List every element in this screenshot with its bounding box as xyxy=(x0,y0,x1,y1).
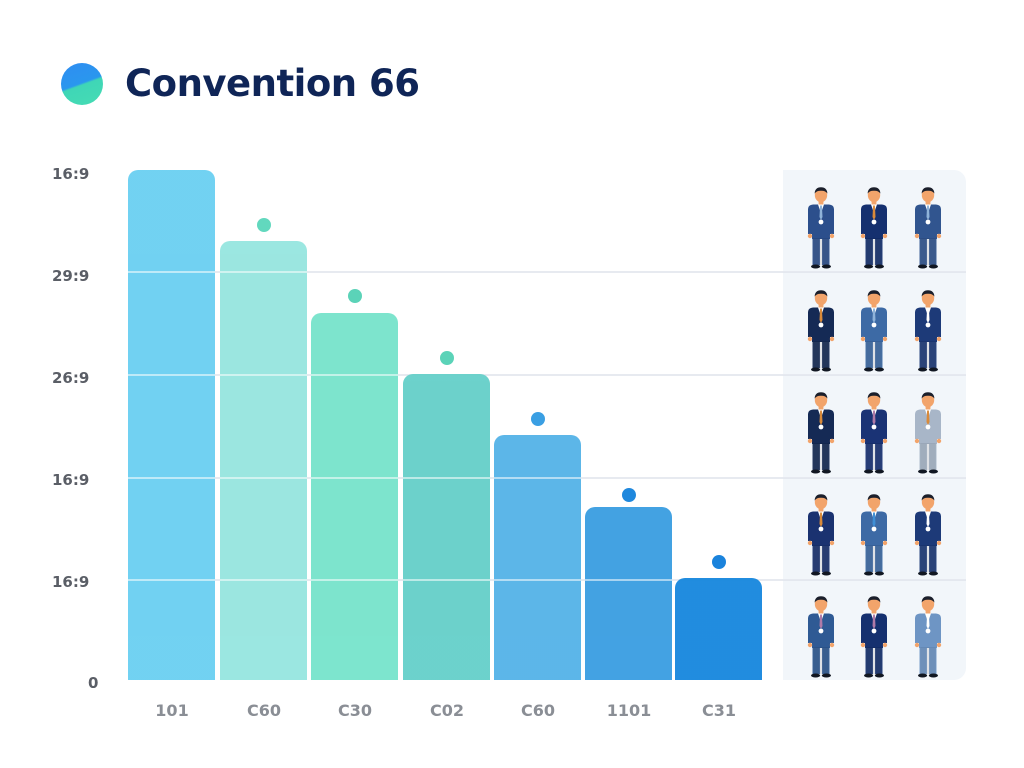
marker-dot[interactable] xyxy=(256,218,271,232)
attendee-icon xyxy=(857,391,891,475)
attendee-icon xyxy=(804,493,838,577)
bar-gridline xyxy=(128,374,215,376)
bar-c30[interactable] xyxy=(311,312,398,680)
bar-gridline xyxy=(494,578,581,581)
gridline xyxy=(128,271,966,273)
bar-gridline xyxy=(220,270,307,273)
attendee-icon xyxy=(911,391,945,475)
bar-gridline xyxy=(220,476,307,479)
marker-dot[interactable] xyxy=(530,411,545,426)
x-tick-label: 1101 xyxy=(606,701,652,720)
bar-gridline xyxy=(128,579,215,581)
y-tick-label: 26:9 xyxy=(52,369,90,387)
y-tick-label: 16:9 xyxy=(52,471,90,489)
attendee-icon xyxy=(804,289,838,373)
y-tick-label: 16:9 xyxy=(52,573,90,591)
y-tick-label: 0 xyxy=(88,674,99,692)
bar-gridline xyxy=(311,476,398,479)
logo-icon xyxy=(61,63,103,105)
y-tick-label: 29:9 xyxy=(52,267,90,285)
attendee-icon xyxy=(857,493,891,577)
attendee-icon xyxy=(911,595,945,679)
marker-dot[interactable] xyxy=(711,554,726,569)
attendee-icon xyxy=(911,289,945,373)
x-tick-label: C30 xyxy=(337,701,372,720)
attendee-icon xyxy=(804,391,838,475)
attendee-icon xyxy=(857,595,891,679)
bar-gridline xyxy=(128,477,215,479)
x-tick-label: 101 xyxy=(155,701,189,720)
bar-gridline xyxy=(585,578,672,581)
marker-dot[interactable] xyxy=(621,488,636,503)
bar-gridline xyxy=(311,578,398,581)
bar-gridline xyxy=(311,373,398,376)
bar-gridline xyxy=(220,373,307,376)
page-title: Convention 66 xyxy=(125,62,420,105)
x-tick-label: C02 xyxy=(429,701,464,720)
bar-101[interactable] xyxy=(128,170,215,680)
attendee-icon xyxy=(804,186,838,270)
bar-gridline xyxy=(494,476,581,479)
attendee-icon xyxy=(857,289,891,373)
bar-c60[interactable] xyxy=(494,435,581,680)
marker-dot[interactable] xyxy=(347,289,362,304)
attendee-icon xyxy=(857,186,891,270)
x-tick-label: C31 xyxy=(701,701,736,720)
attendee-icon xyxy=(911,493,945,577)
bar-c60[interactable] xyxy=(220,241,307,680)
x-tick-label: C60 xyxy=(246,701,281,720)
bar-gridline xyxy=(403,579,490,581)
bar-gridline xyxy=(220,578,307,581)
bar-c31[interactable] xyxy=(675,578,762,680)
bar-c02[interactable] xyxy=(403,374,490,680)
y-tick-label: 16:9 xyxy=(52,165,90,183)
marker-dot[interactable] xyxy=(439,350,454,365)
attendee-icon xyxy=(804,595,838,679)
attendee-icon xyxy=(911,186,945,270)
bar-gridline xyxy=(403,477,490,479)
bar-1101[interactable] xyxy=(585,506,672,680)
x-tick-label: C60 xyxy=(520,701,555,720)
bar-gridline xyxy=(128,271,215,273)
gridline xyxy=(128,374,966,376)
